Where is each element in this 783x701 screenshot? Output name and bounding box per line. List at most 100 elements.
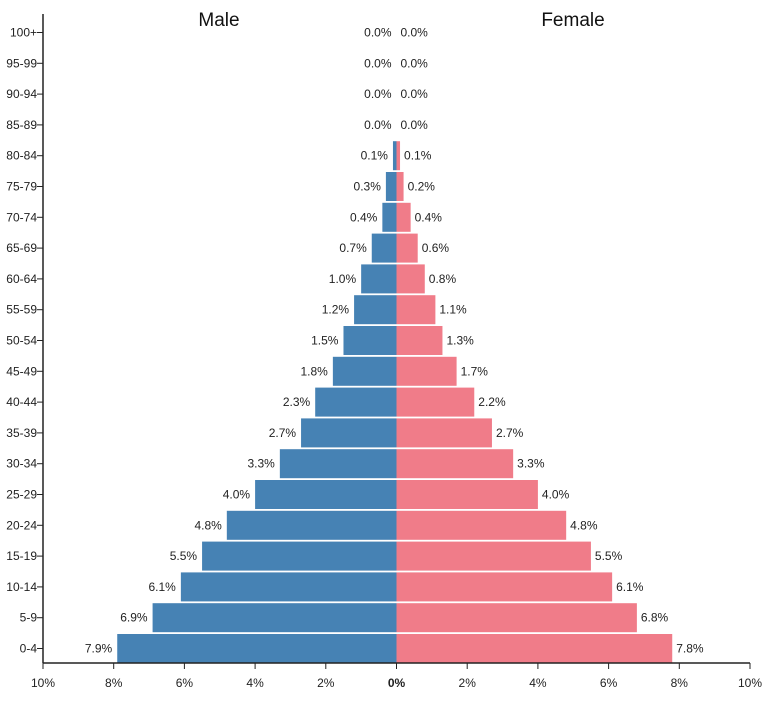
female-value-label: 0.0% (401, 87, 429, 101)
female-bar-0-4 (396, 634, 673, 663)
female-bar-80-84 (396, 141, 401, 171)
female-value-label: 1.3% (446, 334, 474, 348)
age-group-label: 30-34 (6, 457, 37, 471)
age-group-label: 45-49 (6, 364, 37, 378)
female-value-label: 3.3% (517, 457, 545, 471)
female-bar-35-39 (396, 418, 492, 448)
female-bar-5-9 (396, 603, 637, 633)
female-value-label: 6.8% (641, 611, 669, 625)
female-bar-25-29 (396, 480, 538, 509)
age-group-label: 70-74 (6, 210, 37, 224)
male-value-label: 1.5% (311, 334, 339, 348)
male-value-label: 0.0% (364, 87, 392, 101)
female-bar-50-54 (396, 326, 443, 355)
female-bars (396, 141, 673, 663)
male-value-label: 2.3% (283, 395, 311, 409)
age-group-label: 100+ (10, 26, 37, 40)
age-group-label: 10-14 (6, 580, 37, 594)
female-bar-40-44 (396, 387, 475, 417)
female-value-label: 0.0% (401, 118, 429, 132)
age-group-labels: 0-4 5-9 10-14 15-19 20-24 25-29 30-34 35-39 40-4… (6, 26, 43, 656)
male-bar-15-19 (202, 541, 397, 571)
female-bar-10-14 (396, 572, 613, 602)
female-value-label: 5.5% (595, 549, 623, 563)
male-bar-55-59 (354, 295, 397, 325)
male-value-label: 7.9% (85, 642, 113, 656)
male-value-label: 2.7% (269, 426, 297, 440)
x-tick-label: 10% (31, 676, 55, 690)
male-value-label: 0.4% (350, 210, 378, 224)
female-value-label: 2.2% (478, 395, 506, 409)
female-value-label: 0.1% (404, 149, 432, 163)
age-group-label: 0-4 (20, 642, 38, 656)
female-bar-75-79 (396, 172, 404, 201)
male-value-label: 1.8% (301, 364, 329, 378)
female-value-label: 0.2% (408, 180, 436, 194)
x-tick-label: 0% (388, 676, 406, 690)
female-bar-65-69 (396, 233, 418, 263)
age-group-label: 40-44 (6, 395, 37, 409)
male-value-label: 5.5% (170, 549, 198, 563)
male-value-label: 3.3% (247, 457, 275, 471)
male-value-label: 0.3% (354, 180, 382, 194)
male-bar-25-29 (255, 480, 397, 509)
male-bar-80-84 (392, 141, 397, 171)
age-group-label: 75-79 (6, 180, 37, 194)
male-bar-70-74 (382, 202, 397, 232)
male-bar-0-4 (117, 634, 397, 663)
female-value-label: 1.7% (461, 364, 489, 378)
male-bar-10-14 (180, 572, 397, 602)
legend-female: Female (541, 10, 604, 31)
female-value-label: 0.8% (429, 272, 457, 286)
male-value-label: 4.8% (194, 518, 222, 532)
legend-male: Male (198, 10, 239, 31)
female-value-label: 0.0% (401, 26, 429, 40)
male-bar-45-49 (332, 356, 397, 386)
female-bar-30-34 (396, 449, 514, 479)
age-group-label: 5-9 (20, 611, 38, 625)
male-bar-60-64 (361, 264, 397, 294)
age-group-label: 25-29 (6, 488, 37, 502)
male-value-label: 0.0% (364, 118, 392, 132)
male-value-label: 6.1% (149, 580, 177, 594)
x-tick-label: 6% (600, 676, 618, 690)
male-bar-20-24 (226, 510, 397, 540)
x-tick-label: 10% (738, 676, 762, 690)
value-labels: 7.9% 7.8% 6.9% 6.8% 6.1% 6.1% 5.5% 5.5% 4.8% 4.8%… (85, 26, 704, 656)
male-value-label: 1.2% (322, 303, 350, 317)
male-bar-75-79 (385, 172, 397, 201)
male-value-label: 0.7% (339, 241, 367, 255)
x-tick-label: 4% (529, 676, 547, 690)
x-tick-label: 4% (246, 676, 264, 690)
male-bars (117, 141, 397, 663)
age-group-label: 35-39 (6, 426, 37, 440)
male-bar-40-44 (315, 387, 397, 417)
age-group-label: 85-89 (6, 118, 37, 132)
male-bar-35-39 (301, 418, 397, 448)
male-value-label: 0.1% (361, 149, 389, 163)
male-value-label: 4.0% (223, 488, 251, 502)
age-group-label: 95-99 (6, 56, 37, 70)
male-value-label: 6.9% (120, 611, 148, 625)
x-tick-label: 8% (671, 676, 689, 690)
age-group-label: 90-94 (6, 87, 37, 101)
age-group-label: 65-69 (6, 241, 37, 255)
male-value-label: 0.0% (364, 56, 392, 70)
female-bar-15-19 (396, 541, 591, 571)
x-tick-label: 2% (459, 676, 477, 690)
female-value-label: 0.6% (422, 241, 450, 255)
x-tick-label: 2% (317, 676, 335, 690)
female-value-label: 4.8% (570, 518, 598, 532)
age-group-label: 20-24 (6, 518, 37, 532)
female-value-label: 4.0% (542, 488, 570, 502)
male-bar-50-54 (343, 326, 397, 355)
male-value-label: 1.0% (329, 272, 357, 286)
age-group-label: 50-54 (6, 334, 37, 348)
female-value-label: 0.4% (415, 210, 443, 224)
male-bar-5-9 (152, 603, 397, 633)
age-group-label: 55-59 (6, 303, 37, 317)
male-value-label: 0.0% (364, 26, 392, 40)
age-group-label: 15-19 (6, 549, 37, 563)
female-bar-70-74 (396, 202, 411, 232)
